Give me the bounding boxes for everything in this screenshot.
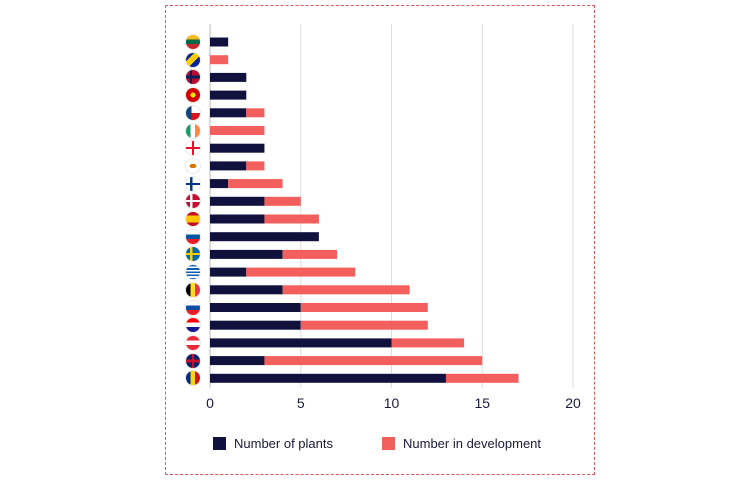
bar-plants: [210, 232, 319, 242]
bar-plants: [210, 196, 265, 206]
slovakia-flag-icon: [186, 300, 200, 315]
bar-plants: [210, 249, 283, 259]
bar-development: [282, 249, 338, 259]
legend-label-development: Number in development: [403, 436, 542, 451]
bar-plants: [210, 72, 247, 82]
austria-flag-icon: [186, 335, 200, 350]
norway-flag-icon: [186, 70, 200, 85]
bar-plants: [210, 373, 446, 383]
denmark-flag-icon: [186, 194, 200, 209]
legend-item-development: Number in development: [382, 436, 541, 451]
bar-development: [264, 196, 301, 206]
spain-flag-icon: [186, 212, 200, 226]
romania-flag-icon: [186, 371, 200, 386]
bar-development: [264, 356, 483, 366]
croatia-flag-icon: [186, 318, 200, 333]
bar-development: [391, 338, 465, 348]
bar-plants: [210, 179, 229, 189]
x-tick-label: 10: [384, 395, 400, 411]
czech-flag-icon: [186, 105, 200, 120]
belgium-flag-icon: [186, 282, 200, 297]
bar-plants: [210, 338, 392, 348]
finland-flag-icon: [186, 176, 200, 191]
bar-plants: [210, 108, 247, 118]
bar-plants: [210, 143, 265, 153]
legend-swatch-plants: [213, 437, 226, 450]
bar-development: [300, 303, 428, 312]
bar-development: [264, 214, 319, 224]
legend-label-plants: Number of plants: [234, 436, 333, 451]
bar-development: [246, 108, 265, 118]
legend-item-plants: Number of plants: [213, 436, 333, 451]
bar-plants: [210, 37, 229, 47]
x-tick-label: 15: [474, 395, 490, 411]
bar-development: [210, 55, 229, 65]
x-tick-label: 0: [206, 395, 214, 411]
bar-plants: [210, 356, 265, 366]
legend-swatch-development: [382, 437, 395, 450]
bar-development: [210, 126, 265, 135]
uk-flag-icon: [186, 353, 200, 368]
ireland-flag-icon: [186, 123, 200, 138]
north-macedonia-flag-icon: [186, 88, 200, 103]
bar-plants: [210, 285, 283, 295]
x-tick-label: 20: [565, 395, 581, 411]
chart-frame: [165, 5, 595, 475]
bosnia-flag-icon: [186, 52, 200, 67]
slovenia-flag-icon: [186, 229, 200, 244]
bar-plants: [210, 214, 265, 224]
bar-development: [282, 285, 410, 295]
bar-plants: [210, 161, 247, 171]
greece-flag-icon: [186, 265, 200, 280]
bar-development: [300, 320, 428, 330]
bar-plants: [210, 303, 301, 312]
sweden-flag-icon: [186, 247, 200, 262]
cyprus-flag-icon: [186, 158, 200, 173]
bar-development: [445, 373, 519, 383]
georgia-flag-icon: [186, 141, 200, 156]
bar-plants: [210, 320, 301, 330]
bar-development: [246, 161, 265, 171]
bar-development: [228, 179, 283, 189]
bar-development: [246, 267, 356, 277]
bar-plants: [210, 90, 247, 100]
lithuania-flag-icon: [186, 35, 200, 49]
x-tick-label: 5: [297, 395, 305, 411]
bar-plants: [210, 267, 247, 277]
